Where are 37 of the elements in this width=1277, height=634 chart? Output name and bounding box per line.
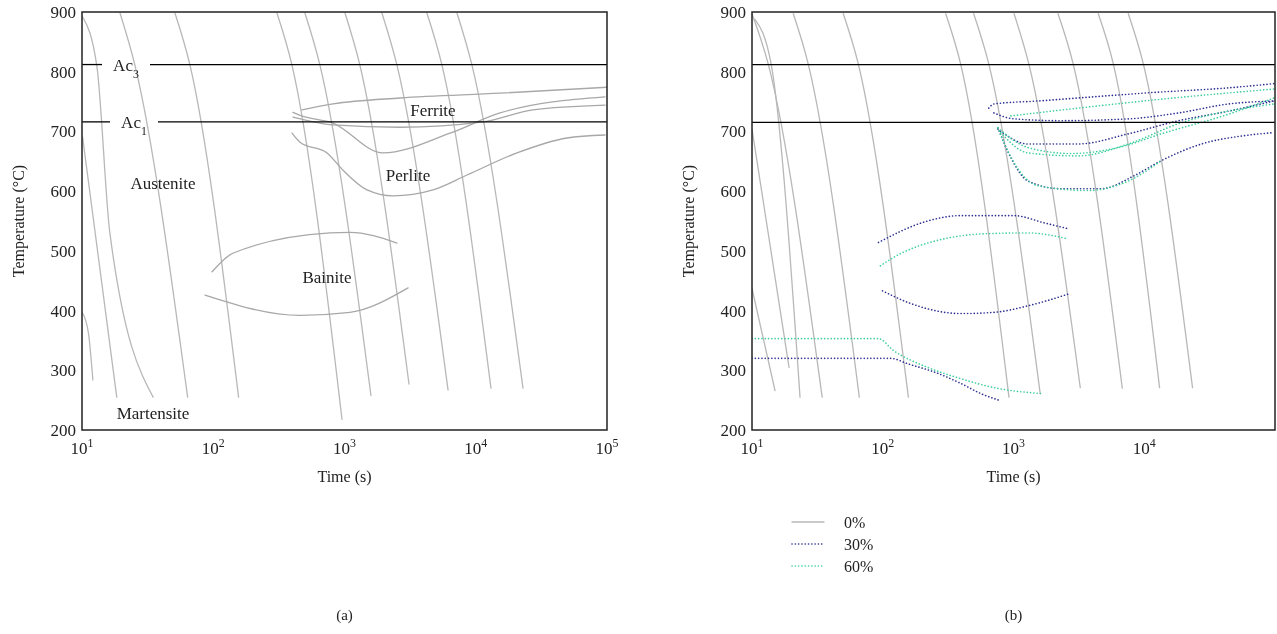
annotation: Perlite bbox=[385, 166, 431, 185]
y-tick-label: 800 bbox=[50, 62, 76, 82]
legend-label: 60% bbox=[844, 558, 874, 575]
x-tick-label: 10$^{4}$ bbox=[1132, 436, 1156, 458]
y-tick-label: 700 bbox=[50, 122, 76, 142]
y-tick-label: 900 bbox=[720, 3, 746, 22]
x-tick-label: 10$^{2}$ bbox=[201, 436, 225, 458]
ref-line-label: Ac$_{1}$ bbox=[121, 112, 147, 138]
legend-label: 0% bbox=[844, 514, 866, 531]
legend-label: 30% bbox=[844, 536, 874, 553]
y-axis-title: Temperature (°C) bbox=[10, 164, 28, 278]
y-tick-label: 400 bbox=[50, 301, 76, 321]
text: (a) bbox=[336, 607, 353, 624]
y-tick-label: 900 bbox=[50, 3, 76, 22]
y-tick-label: 300 bbox=[50, 361, 76, 381]
x-tick-label: 10$^{5}$ bbox=[595, 436, 619, 458]
x-axis-title: Time (s) bbox=[317, 468, 372, 486]
x-axis-title: Time (s) bbox=[986, 468, 1041, 486]
x-tick-label: 10$^{2}$ bbox=[871, 436, 895, 458]
y-tick-label: 500 bbox=[50, 241, 76, 261]
y-axis-title: Temperature (°C) bbox=[680, 164, 698, 278]
annotation: Martensite bbox=[116, 404, 190, 423]
y-tick-label: 600 bbox=[720, 182, 746, 202]
ref-line-label: Ac$_{3}$ bbox=[113, 55, 139, 81]
y-tick-label: 400 bbox=[720, 301, 746, 321]
y-tick-label: 600 bbox=[50, 182, 76, 202]
annotation: Bainite bbox=[302, 268, 352, 287]
x-tick-label: 10$^{3}$ bbox=[1002, 436, 1026, 458]
y-tick-label: 800 bbox=[720, 62, 746, 82]
annotation: Ferrite bbox=[410, 101, 456, 120]
y-tick-label: 700 bbox=[720, 122, 746, 142]
text: (b) bbox=[1004, 607, 1023, 624]
y-tick-label: 500 bbox=[720, 241, 746, 261]
y-tick-label: 300 bbox=[720, 361, 746, 381]
x-tick-label: 10$^{4}$ bbox=[464, 436, 488, 458]
annotation: Austenite bbox=[130, 174, 196, 193]
x-tick-label: 10$^{3}$ bbox=[333, 436, 357, 458]
